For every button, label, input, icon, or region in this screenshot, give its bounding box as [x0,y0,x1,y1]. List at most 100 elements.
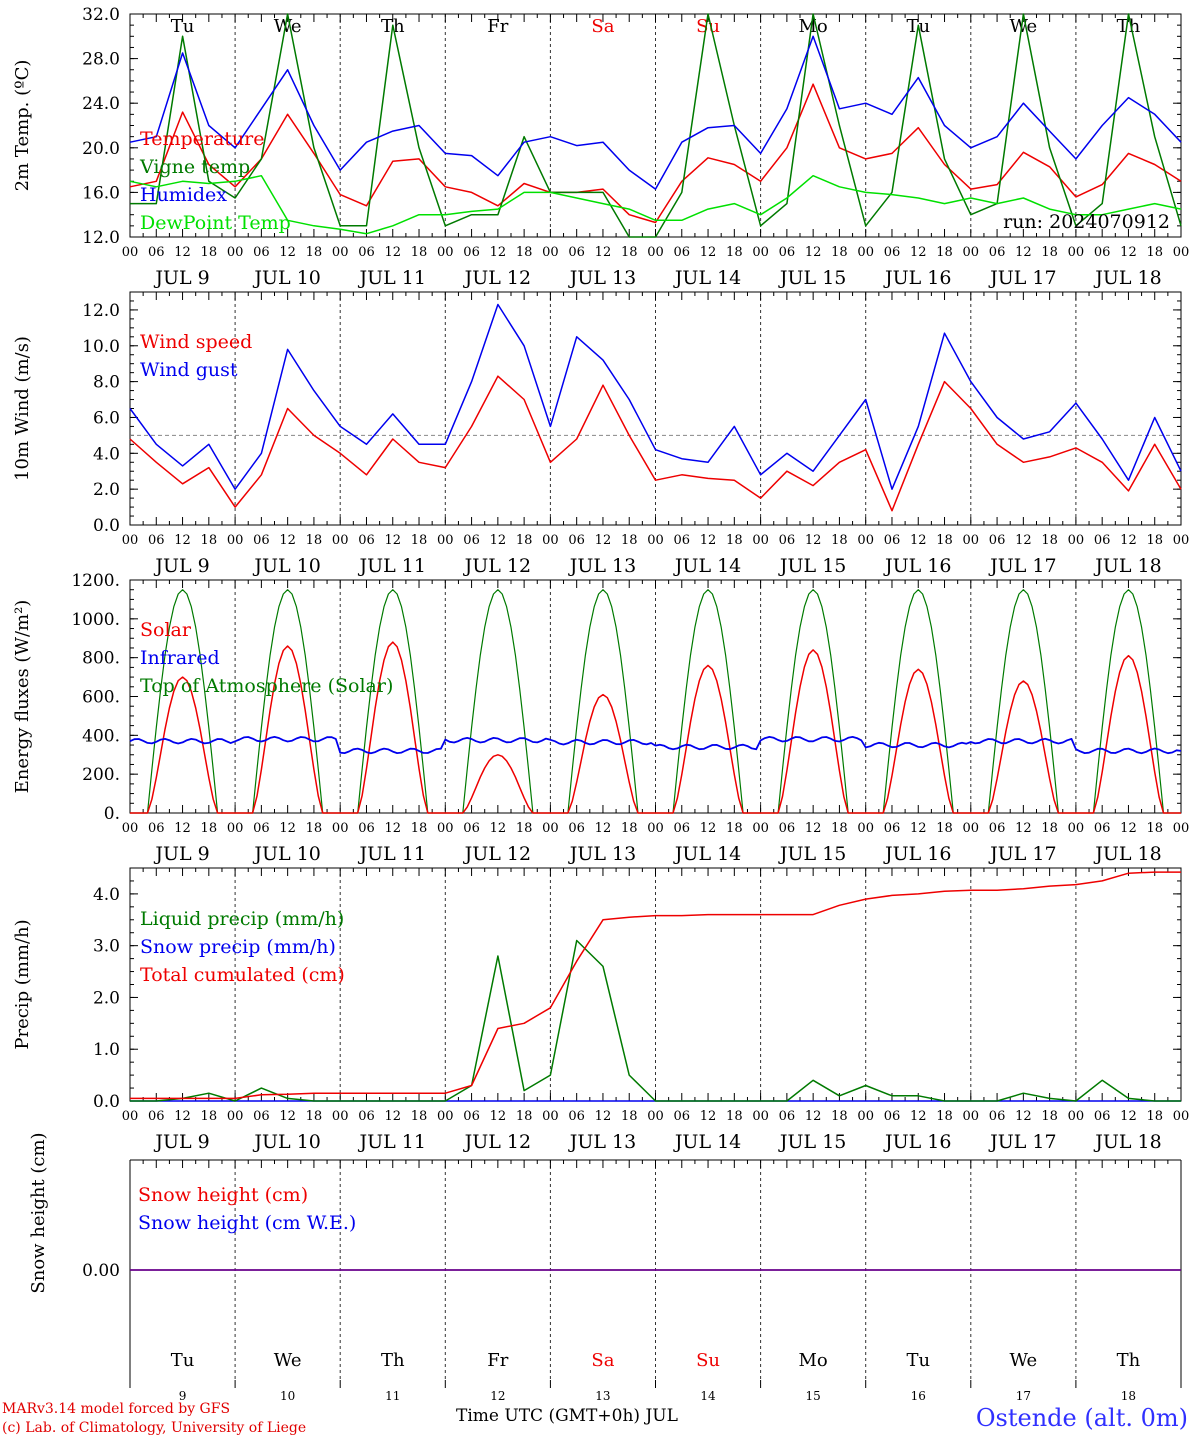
hour-tick-label: 12 [174,533,191,548]
hour-tick-label: 18 [306,1109,323,1124]
hour-tick-label: 00 [437,533,454,548]
hour-tick-label: 00 [332,1109,349,1124]
run-annotation: run: 2024070912 [1003,211,1170,233]
hour-tick-label: 06 [253,821,270,836]
plot-frame [129,13,1182,238]
hour-tick-label: 06 [568,821,585,836]
hour-tick-label: 00 [1068,1109,1085,1124]
y-tick-label: 0.0 [93,1092,120,1112]
hour-tick-label: 06 [884,821,901,836]
hour-tick-label: 18 [726,245,743,260]
hour-tick-label: 12 [490,245,507,260]
hour-tick-label: 12 [805,533,822,548]
hour-tick-label: 18 [411,245,428,260]
hour-tick-label: 06 [148,1109,165,1124]
hour-tick-label: 00 [1173,533,1190,548]
credit-line-1: MARv3.14 model forced by GFS [2,1401,231,1417]
weekday-label: Tu [171,16,195,37]
hour-tick-label: 12 [174,821,191,836]
hour-tick-label: 00 [752,1109,769,1124]
y-tick-label: 2.0 [93,988,120,1008]
date-label: JUL 10 [252,555,320,577]
hour-tick-label: 06 [253,1109,270,1124]
hour-tick-label: 12 [595,1109,612,1124]
hour-tick-label: 06 [674,533,691,548]
hour-tick-label: 18 [726,1109,743,1124]
hour-tick-label: 00 [332,821,349,836]
hour-tick-label: 18 [201,533,218,548]
date-label: JUL 11 [358,267,426,289]
hour-tick-label: 12 [279,821,296,836]
date-label: JUL 10 [252,843,320,865]
hour-tick-label: 00 [1173,1109,1190,1124]
hour-tick-label: 00 [857,1109,874,1124]
hour-tick-label: 18 [936,1109,953,1124]
date-label: JUL 16 [883,267,951,289]
hour-tick-label: 00 [122,1109,139,1124]
day-number-label: 11 [385,1389,400,1403]
y-axis-title: 10m Wind (m/s) [12,336,33,481]
date-label: JUL 9 [153,267,209,289]
hour-tick-label: 12 [1015,245,1032,260]
hour-tick-label: 06 [568,245,585,260]
hour-tick-label: 18 [1041,533,1058,548]
weekday-label: We [1010,16,1038,37]
hour-tick-label: 12 [384,1109,401,1124]
weekday-label: Tu [906,1350,930,1371]
hour-tick-label: 12 [700,1109,717,1124]
legend-snow-height-cm: Snow height (cm) [138,1184,308,1206]
hour-tick-label: 00 [542,245,559,260]
hour-tick-label: 06 [358,1109,375,1124]
hour-tick-label: 06 [989,533,1006,548]
hour-tick-label: 06 [884,533,901,548]
legend-humidex: Humidex [140,184,227,206]
hour-tick-label: 06 [884,1109,901,1124]
day-number-label: 17 [1016,1389,1031,1403]
hour-tick-label: 00 [963,821,980,836]
hour-tick-label: 12 [174,1109,191,1124]
hour-tick-label: 18 [1041,821,1058,836]
date-label: JUL 10 [252,1131,320,1153]
y-tick-label: 0. [104,804,120,824]
credit-line-2: (c) Lab. of Climatology, University of L… [2,1420,307,1436]
date-label: JUL 10 [252,267,320,289]
hour-tick-label: 12 [910,533,927,548]
hour-tick-label: 00 [227,821,244,836]
hour-tick-label: 12 [384,245,401,260]
y-axis-title: Snow height (cm) [28,1132,49,1293]
hour-tick-label: 18 [726,821,743,836]
date-label: JUL 9 [153,843,209,865]
date-label: JUL 17 [988,555,1056,577]
legend-liquid-precip-mm-h: Liquid precip (mm/h) [140,908,344,930]
hour-tick-label: 00 [227,533,244,548]
hour-tick-label: 18 [621,533,638,548]
y-tick-label: 4.0 [93,885,120,905]
hour-tick-label: 12 [1015,533,1032,548]
x-axis-title: Time UTC (GMT+0h) JUL [456,1406,678,1426]
weekday-label: Sa [591,16,614,37]
date-label: JUL 18 [1093,555,1161,577]
hour-tick-label: 18 [1041,1109,1058,1124]
legend-vigne-temp: Vigne temp [139,156,250,178]
hour-tick-label: 18 [1146,533,1163,548]
hour-tick-label: 00 [542,533,559,548]
weekday-label: Tu [171,1350,195,1371]
y-tick-label: 20.0 [82,139,120,159]
hour-tick-label: 12 [910,245,927,260]
y-tick-label: 600. [82,688,120,708]
hour-tick-label: 06 [884,245,901,260]
date-label: JUL 15 [778,267,846,289]
weekday-label: We [274,16,302,37]
hour-tick-label: 00 [542,1109,559,1124]
y-tick-label: 1.0 [93,1040,120,1060]
y-tick-label: 2.0 [93,480,120,500]
weekday-label: Th [381,1350,405,1371]
hour-tick-label: 18 [516,533,533,548]
y-tick-label: 3.0 [93,937,120,957]
date-label: JUL 12 [463,267,531,289]
series-wind-gust [129,303,1182,490]
legend-total-cumulated-cm: Total cumulated (cm) [140,964,345,986]
y-tick-label: 4.0 [93,444,120,464]
hour-tick-label: 06 [463,821,480,836]
hour-tick-label: 12 [1015,1109,1032,1124]
